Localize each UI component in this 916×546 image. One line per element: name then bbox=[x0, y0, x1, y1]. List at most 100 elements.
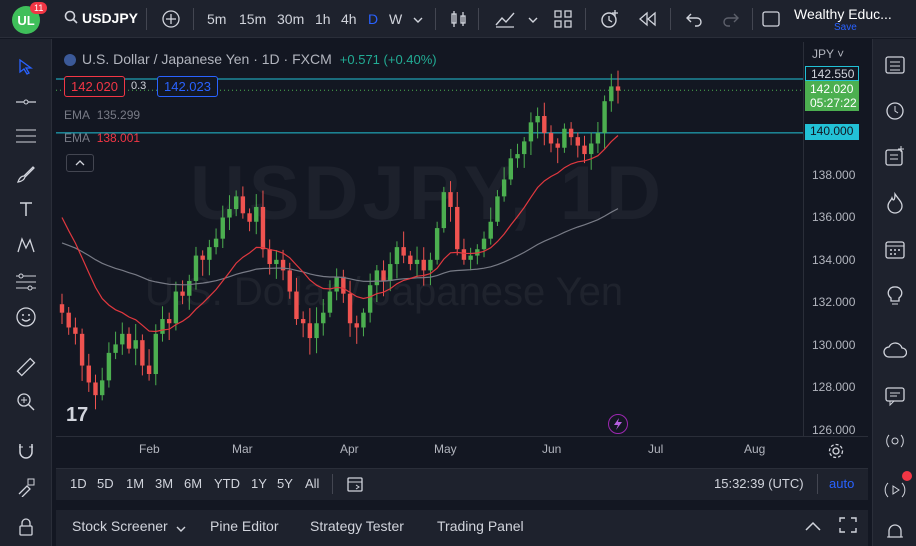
candle-body bbox=[180, 291, 185, 296]
timeframe-30m[interactable]: 30m bbox=[277, 11, 305, 27]
undo-icon[interactable] bbox=[685, 10, 703, 33]
chat-cloud-icon[interactable] bbox=[882, 338, 908, 364]
timeframe-1h[interactable]: 1h bbox=[315, 11, 331, 27]
candle-body bbox=[59, 304, 65, 313]
price-axis[interactable] bbox=[803, 42, 868, 436]
candle-body bbox=[589, 143, 594, 155]
streams-icon[interactable] bbox=[882, 429, 908, 455]
range-ytd[interactable]: YTD bbox=[214, 476, 240, 491]
candle-body bbox=[140, 340, 145, 366]
candle-body bbox=[233, 196, 239, 210]
auto-scale-toggle[interactable]: auto bbox=[829, 476, 855, 491]
pattern-icon[interactable] bbox=[14, 233, 38, 257]
ema-slow-legend[interactable]: EMA 135.299 bbox=[64, 108, 141, 122]
tab-strategy-tester[interactable]: Strategy Tester bbox=[310, 518, 404, 534]
lock-icon[interactable] bbox=[14, 515, 38, 539]
buy-button[interactable]: 142.023 bbox=[157, 76, 218, 97]
candle-body bbox=[515, 154, 520, 159]
timeframe-4h[interactable]: 4h bbox=[341, 11, 357, 27]
data-window-icon[interactable] bbox=[882, 143, 908, 169]
symbol-search-button[interactable]: USDJPY bbox=[82, 10, 139, 26]
account-name[interactable]: Wealthy Educ... bbox=[794, 6, 892, 22]
calendar-icon[interactable] bbox=[882, 236, 908, 262]
timeframe-5m[interactable]: 5m bbox=[207, 11, 227, 27]
tradingview-logo[interactable]: 17 bbox=[66, 404, 89, 426]
redo-icon[interactable] bbox=[722, 10, 740, 33]
tab-pine-editor[interactable]: Pine Editor bbox=[210, 518, 279, 534]
cursor-icon[interactable] bbox=[14, 55, 38, 79]
price-tick: 138.000 bbox=[812, 168, 856, 182]
range-all[interactable]: All bbox=[305, 476, 320, 491]
range-6m[interactable]: 6M bbox=[184, 476, 203, 491]
range-1d[interactable]: 1D bbox=[70, 476, 87, 491]
chevron-down-icon[interactable] bbox=[176, 521, 186, 539]
candle-body bbox=[99, 380, 105, 396]
timeframe-15m[interactable]: 15m bbox=[239, 11, 267, 27]
chat-icon[interactable] bbox=[882, 383, 908, 409]
candle-body bbox=[247, 213, 252, 222]
indicators-icon[interactable] bbox=[494, 9, 516, 34]
watchlist-icon[interactable] bbox=[882, 52, 908, 78]
candle-body bbox=[361, 312, 366, 328]
collapse-legend-button[interactable] bbox=[66, 154, 94, 172]
broadcast-icon[interactable] bbox=[882, 471, 912, 503]
horizontal-line-icon[interactable] bbox=[14, 90, 38, 114]
candle-body bbox=[609, 86, 614, 102]
time-tick: Aug bbox=[744, 442, 766, 456]
forecast-icon[interactable] bbox=[14, 270, 38, 294]
candle-body bbox=[93, 382, 98, 396]
fib-retracement-icon[interactable] bbox=[14, 124, 38, 148]
alarm-icon[interactable] bbox=[882, 97, 908, 123]
candle-body bbox=[434, 228, 440, 260]
alert-clock-icon[interactable] bbox=[599, 8, 621, 35]
range-3m[interactable]: 3M bbox=[155, 476, 174, 491]
save-button[interactable]: Save bbox=[834, 22, 857, 33]
range-5y[interactable]: 5Y bbox=[277, 476, 293, 491]
timeframe-d[interactable]: D bbox=[368, 11, 379, 27]
tab-trading-panel[interactable]: Trading Panel bbox=[437, 518, 524, 534]
clock-timezone[interactable]: 15:32:39 (UTC) bbox=[714, 476, 804, 491]
range-1m[interactable]: 1M bbox=[126, 476, 145, 491]
time-tick: Mar bbox=[232, 442, 253, 456]
maximize-panel-icon[interactable] bbox=[839, 517, 857, 538]
ruler-icon[interactable] bbox=[14, 355, 38, 379]
brush-icon[interactable] bbox=[14, 162, 38, 186]
tab-stock-screener[interactable]: Stock Screener bbox=[72, 518, 168, 534]
fullscreen-toggle-icon[interactable] bbox=[762, 11, 780, 32]
currency-selector[interactable]: JPY ˅ bbox=[812, 47, 845, 61]
notification-dot bbox=[902, 471, 912, 481]
lock-drawing-icon[interactable] bbox=[14, 475, 38, 499]
go-to-date-icon[interactable] bbox=[346, 475, 364, 498]
candle-body bbox=[113, 344, 118, 353]
smiley-icon[interactable] bbox=[14, 305, 38, 329]
sell-button[interactable]: 142.020 bbox=[64, 76, 125, 97]
range-1y[interactable]: 1Y bbox=[251, 476, 267, 491]
candle-body bbox=[488, 221, 493, 239]
magnet-icon[interactable] bbox=[14, 439, 38, 463]
price-chart[interactable] bbox=[56, 42, 803, 436]
ema-fast-legend[interactable]: EMA 138.001 bbox=[64, 131, 141, 145]
watermark-ticker: USDJPY, 1D bbox=[190, 151, 666, 236]
lightning-event-icon[interactable] bbox=[608, 414, 628, 434]
hotlist-fire-icon[interactable] bbox=[882, 190, 908, 216]
replay-icon[interactable] bbox=[638, 10, 658, 33]
zoom-in-icon[interactable] bbox=[14, 390, 38, 414]
chevron-down-icon[interactable] bbox=[413, 12, 423, 30]
expand-panel-chevron-icon[interactable] bbox=[804, 519, 822, 537]
price-tick: 128.000 bbox=[812, 380, 856, 394]
time-axis[interactable] bbox=[56, 436, 868, 464]
notifications-bell-icon[interactable] bbox=[882, 519, 908, 545]
chevron-down-icon[interactable] bbox=[528, 12, 538, 30]
timeframe-w[interactable]: W bbox=[389, 11, 403, 27]
text-tool-icon[interactable] bbox=[14, 197, 38, 221]
candles-icon[interactable] bbox=[449, 9, 469, 34]
ema-fast-line bbox=[61, 135, 619, 333]
chart-settings-gear-icon[interactable] bbox=[828, 443, 844, 464]
range-5d[interactable]: 5D bbox=[97, 476, 114, 491]
add-symbol-icon[interactable] bbox=[161, 9, 181, 34]
ideas-lightbulb-icon[interactable] bbox=[882, 283, 908, 309]
candle-body bbox=[200, 255, 205, 260]
layout-grid-icon[interactable] bbox=[553, 9, 573, 34]
candle-body bbox=[220, 217, 225, 239]
search-icon[interactable] bbox=[64, 10, 78, 29]
